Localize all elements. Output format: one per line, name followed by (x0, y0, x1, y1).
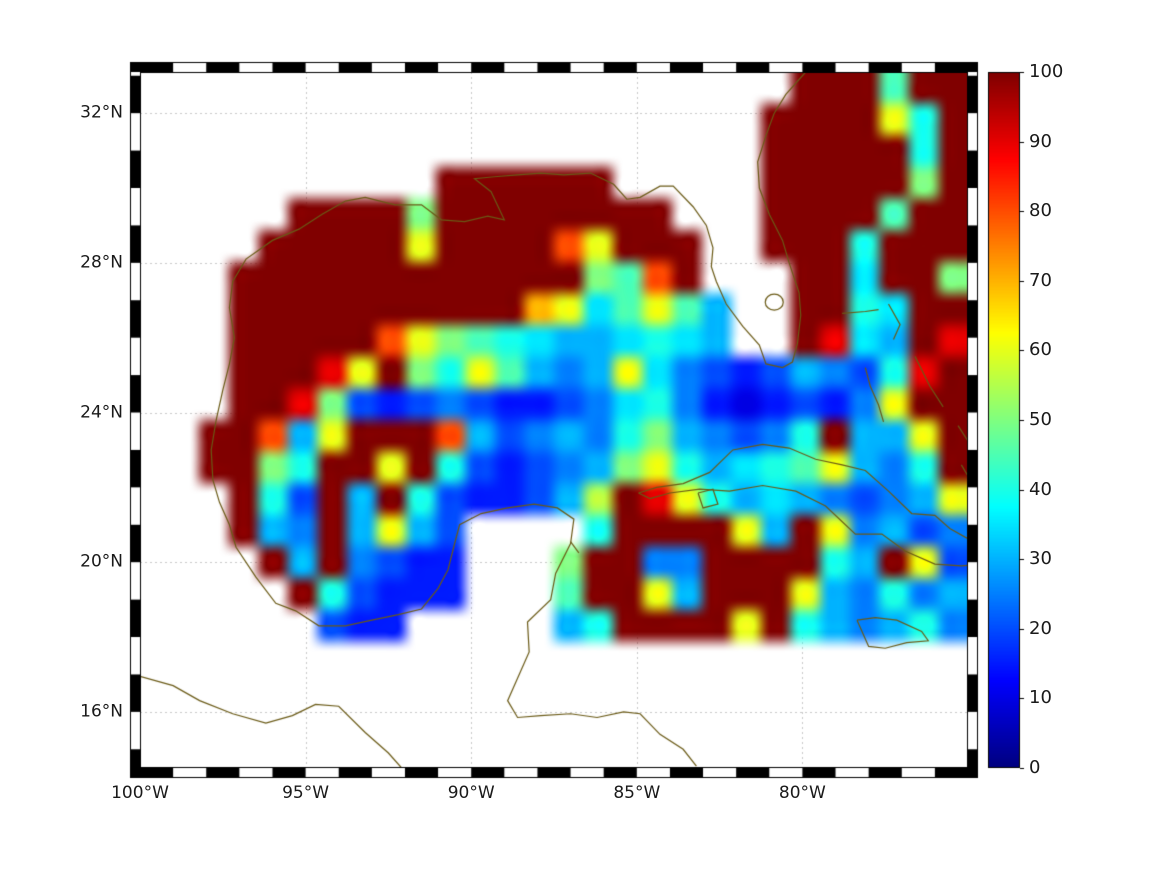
colorbar-tick-label: 0 (1029, 757, 1041, 778)
colorbar-tick-label: 90 (1029, 130, 1052, 152)
y-axis-tick-label: 32°N (80, 102, 123, 123)
colorbar-tick-label: 50 (1029, 409, 1052, 430)
colorbar-tick-label: 70 (1029, 269, 1052, 291)
colorbar-tick-label: 60 (1029, 339, 1052, 361)
x-axis-tick-label: 100°W (111, 783, 169, 803)
x-axis-tick-label: 90°W (447, 783, 495, 803)
colorbar-tick-label: 20 (1029, 617, 1052, 639)
x-axis-tick-label: 80°W (778, 783, 826, 803)
x-axis-tick-label: 95°W (282, 783, 330, 803)
y-axis-tick-label: 24°N (80, 402, 123, 423)
y-axis-tick-label: 20°N (80, 551, 123, 572)
colorbar-tick-label: 100 (1029, 61, 1064, 82)
colorbar-tick-label: 40 (1029, 478, 1052, 500)
x-axis-tick-label: 85°W (613, 783, 661, 803)
colorbar-tick-label: 80 (1029, 200, 1052, 222)
y-axis-tick-label: 16°N (80, 701, 123, 722)
colorbar-tick-label: 10 (1029, 687, 1052, 709)
y-axis-tick-label: 28°N (80, 252, 123, 273)
colorbar-tick-label: 30 (1029, 548, 1052, 570)
